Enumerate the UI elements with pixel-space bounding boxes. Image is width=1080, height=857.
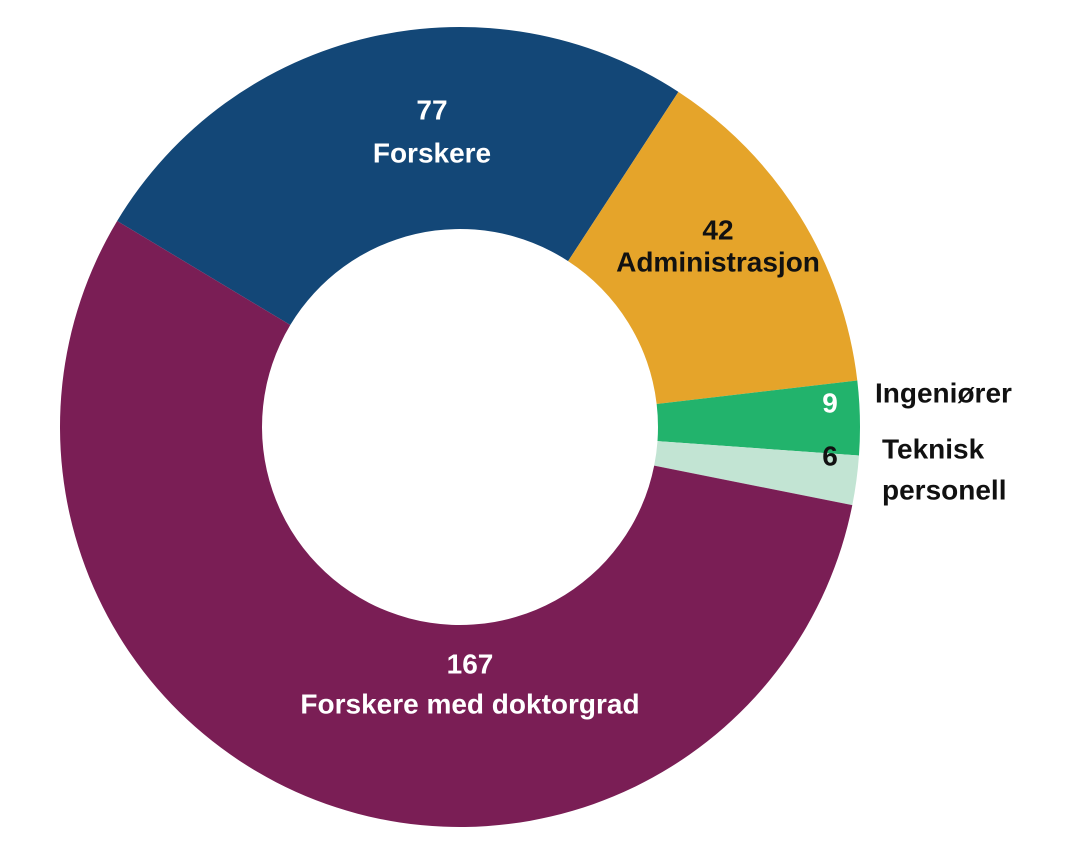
category-label-ingeniorer: Ingeniører	[875, 377, 1012, 408]
category-label-forskere: Forskere	[373, 137, 491, 168]
donut-slices	[59, 27, 860, 828]
category-label-teknisk-personell-line-1: Teknisk	[882, 433, 985, 464]
value-label-teknisk-personell: 6	[822, 440, 838, 471]
slice-administrasjon	[568, 91, 858, 404]
slice-ingeniorer	[656, 380, 860, 456]
category-label-forskere-med-doktorgrad: Forskere med doktorgrad	[300, 688, 639, 719]
category-label-teknisk-personell-line-2: personell	[882, 474, 1006, 505]
value-label-administrasjon: 42	[702, 214, 733, 245]
value-label-forskere-med-doktorgrad: 167	[447, 648, 494, 679]
slice-teknisk-personell	[654, 441, 859, 506]
slice-forskere	[117, 27, 679, 326]
slice-forskere-med-doktorgrad	[59, 220, 853, 828]
value-label-ingeniorer: 9	[822, 387, 838, 418]
value-label-forskere: 77	[416, 94, 447, 125]
category-label-administrasjon: Administrasjon	[616, 246, 820, 277]
